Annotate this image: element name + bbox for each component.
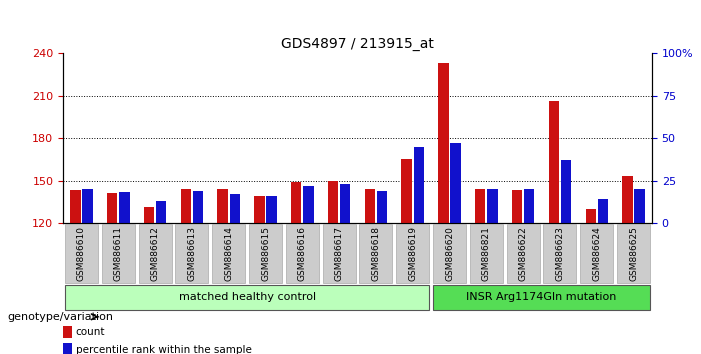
Bar: [181, 189, 191, 223]
Bar: [622, 176, 632, 223]
FancyBboxPatch shape: [507, 224, 540, 282]
FancyBboxPatch shape: [139, 224, 172, 282]
Bar: [156, 201, 166, 223]
Bar: [451, 143, 461, 223]
Text: GSM886625: GSM886625: [629, 226, 638, 281]
Text: GSM886616: GSM886616: [298, 226, 307, 281]
Text: genotype/variation: genotype/variation: [7, 312, 113, 322]
Bar: [524, 189, 534, 223]
Bar: [487, 189, 498, 223]
Bar: [340, 184, 350, 223]
FancyBboxPatch shape: [212, 224, 245, 282]
Text: GSM886612: GSM886612: [151, 226, 160, 281]
Title: GDS4897 / 213915_at: GDS4897 / 213915_at: [281, 37, 434, 51]
FancyBboxPatch shape: [65, 224, 98, 282]
Text: matched healthy control: matched healthy control: [179, 292, 315, 302]
Text: GSM886619: GSM886619: [408, 226, 417, 281]
Text: GSM886821: GSM886821: [482, 226, 491, 281]
Text: GSM886615: GSM886615: [261, 226, 270, 281]
Text: GSM886613: GSM886613: [187, 226, 196, 281]
Bar: [561, 160, 571, 223]
FancyBboxPatch shape: [175, 224, 208, 282]
Bar: [598, 199, 608, 223]
Text: percentile rank within the sample: percentile rank within the sample: [76, 345, 252, 354]
FancyBboxPatch shape: [433, 285, 650, 310]
Bar: [365, 189, 375, 223]
FancyBboxPatch shape: [65, 285, 429, 310]
Bar: [63, 343, 72, 354]
FancyBboxPatch shape: [543, 224, 576, 282]
FancyBboxPatch shape: [286, 224, 319, 282]
FancyBboxPatch shape: [470, 224, 503, 282]
FancyBboxPatch shape: [396, 224, 429, 282]
FancyBboxPatch shape: [617, 224, 650, 282]
Bar: [70, 190, 81, 223]
Text: GSM886611: GSM886611: [114, 226, 123, 281]
Bar: [217, 189, 228, 223]
Bar: [475, 189, 485, 223]
FancyBboxPatch shape: [580, 224, 613, 282]
Text: GSM886623: GSM886623: [555, 226, 564, 281]
Bar: [144, 207, 154, 223]
Text: GSM886614: GSM886614: [224, 226, 233, 281]
Text: count: count: [76, 327, 105, 337]
Bar: [377, 191, 387, 223]
FancyBboxPatch shape: [249, 224, 282, 282]
Text: GSM886617: GSM886617: [334, 226, 343, 281]
FancyBboxPatch shape: [360, 224, 393, 282]
Bar: [266, 196, 277, 223]
Bar: [634, 189, 645, 223]
Text: GSM886618: GSM886618: [372, 226, 381, 281]
Bar: [438, 63, 449, 223]
FancyBboxPatch shape: [102, 224, 135, 282]
Bar: [304, 185, 313, 223]
Bar: [402, 159, 411, 223]
Text: GSM886624: GSM886624: [592, 226, 601, 281]
Bar: [585, 209, 596, 223]
Bar: [291, 182, 301, 223]
Bar: [512, 190, 522, 223]
Text: GSM886620: GSM886620: [445, 226, 454, 281]
Bar: [193, 191, 203, 223]
Text: GSM886610: GSM886610: [77, 226, 86, 281]
Bar: [549, 101, 559, 223]
Bar: [414, 147, 424, 223]
FancyBboxPatch shape: [433, 224, 466, 282]
Text: INSR Arg1174Gln mutation: INSR Arg1174Gln mutation: [466, 292, 617, 302]
Bar: [254, 196, 264, 223]
Bar: [230, 194, 240, 223]
Bar: [119, 193, 130, 223]
Bar: [107, 193, 117, 223]
Bar: [328, 181, 338, 223]
Bar: [83, 189, 93, 223]
Text: GSM886622: GSM886622: [519, 226, 528, 281]
Bar: [63, 326, 72, 338]
FancyBboxPatch shape: [322, 224, 355, 282]
